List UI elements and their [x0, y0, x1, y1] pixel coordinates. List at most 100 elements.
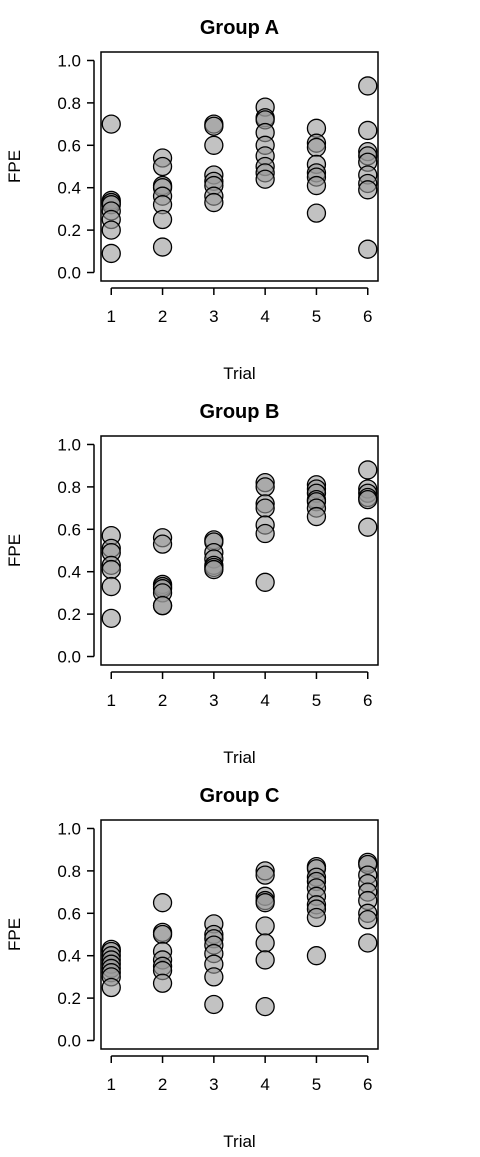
chart-panel-1: Group A 0.0 0.2 0.4 0.6 0.8 1.0 1 2 3 4 5 6 Trial FPE	[5, 17, 379, 383]
y-tick-label: 1.0	[57, 819, 81, 838]
data-point	[255, 523, 275, 544]
data-point	[204, 116, 224, 136]
x-tick-label: 6	[363, 691, 372, 710]
data-point	[204, 994, 224, 1015]
x-tick-label: 4	[260, 691, 269, 710]
data-point	[358, 76, 378, 96]
chart-panel-3: Group C 0.0 0.2 0.4 0.6 0.8 1.0 1 2 3 4 5 6 Trial FPE	[5, 785, 379, 1151]
x-tick-label: 6	[363, 307, 372, 326]
data-point	[152, 893, 173, 913]
x-tick-label: 4	[260, 307, 269, 326]
x-tick-label: 4	[260, 1075, 269, 1094]
data-point	[358, 239, 378, 259]
data-point	[255, 933, 275, 953]
y-tick-label: 0.8	[57, 478, 81, 497]
y-tick-label: 0.6	[57, 520, 81, 539]
y-tick-label: 0.2	[57, 989, 81, 1008]
data-point	[306, 907, 327, 928]
y-axis-label: FPE	[5, 150, 24, 183]
data-point	[306, 137, 327, 158]
x-tick-label: 1	[107, 307, 116, 326]
data-point	[255, 169, 275, 189]
x-axis-label: Trial	[223, 748, 255, 767]
data-point	[358, 933, 378, 953]
data-point	[101, 114, 121, 134]
x-tick-label: 2	[158, 691, 167, 710]
data-point	[152, 156, 173, 177]
data-point	[101, 977, 121, 998]
y-tick-label: 0.2	[57, 605, 81, 624]
chart-title: Group C	[200, 785, 280, 807]
x-tick-label: 5	[312, 691, 321, 710]
x-tick-label: 1	[107, 1075, 116, 1094]
data-point	[358, 517, 378, 537]
chart-panel-2: Group B 0.0 0.2 0.4 0.6 0.8 1.0 1 2 3 4 5 6 Trial FPE	[5, 401, 379, 767]
data-point	[204, 559, 224, 580]
x-tick-label: 3	[209, 691, 218, 710]
data-point	[152, 209, 173, 230]
y-tick-label: 0.8	[57, 94, 81, 113]
x-tick-label: 5	[312, 307, 321, 326]
y-tick-label: 0.6	[57, 904, 81, 923]
y-tick-label: 0.4	[57, 947, 81, 966]
x-axis-label: Trial	[223, 364, 255, 383]
y-tick-label: 0.2	[57, 221, 81, 240]
chart-title: Group B	[200, 401, 280, 423]
data-point	[101, 243, 121, 264]
x-tick-label: 2	[158, 1075, 167, 1094]
data-point	[306, 946, 327, 966]
data-point	[306, 506, 327, 527]
y-tick-label: 0.0	[57, 264, 81, 283]
data-point	[358, 180, 378, 200]
y-tick-label: 1.0	[57, 51, 81, 70]
chart-title: Group A	[200, 17, 279, 39]
x-tick-label: 6	[363, 1075, 372, 1094]
y-tick-label: 0.8	[57, 862, 81, 881]
data-point	[101, 608, 121, 629]
x-tick-label: 5	[312, 1075, 321, 1094]
data-point	[306, 203, 327, 223]
y-tick-label: 0.0	[57, 1032, 81, 1051]
data-point	[255, 477, 275, 497]
data-point	[152, 534, 173, 554]
x-tick-label: 3	[209, 1075, 218, 1094]
data-point	[255, 865, 275, 885]
x-axis-label: Trial	[223, 1132, 255, 1151]
data-point	[255, 916, 275, 936]
data-point	[358, 120, 378, 141]
x-tick-label: 2	[158, 307, 167, 326]
x-tick-label: 1	[107, 691, 116, 710]
data-point	[255, 996, 275, 1017]
y-tick-label: 0.6	[57, 136, 81, 155]
y-tick-label: 0.4	[57, 179, 81, 198]
data-point	[255, 498, 275, 518]
y-tick-label: 0.0	[57, 648, 81, 667]
data-point	[255, 572, 275, 592]
data-point	[255, 893, 275, 913]
data-point	[152, 973, 173, 993]
plot-frame	[100, 435, 379, 666]
y-tick-label: 1.0	[57, 435, 81, 454]
data-point	[204, 967, 224, 987]
data-point	[306, 175, 327, 196]
y-axis-label: FPE	[5, 534, 24, 567]
plot-frame	[100, 819, 379, 1050]
x-tick-label: 3	[209, 307, 218, 326]
plot-frame	[100, 51, 379, 282]
data-point	[358, 460, 378, 480]
data-point	[152, 237, 173, 257]
data-point	[204, 192, 224, 213]
data-point	[101, 559, 121, 580]
data-point	[101, 576, 121, 597]
y-tick-label: 0.4	[57, 563, 81, 582]
data-point	[152, 924, 173, 945]
data-point	[204, 135, 224, 155]
y-axis-label: FPE	[5, 918, 24, 951]
data-point	[358, 489, 378, 510]
data-point	[358, 910, 378, 930]
data-point	[255, 950, 275, 970]
data-point	[101, 220, 121, 240]
data-point	[152, 595, 173, 616]
